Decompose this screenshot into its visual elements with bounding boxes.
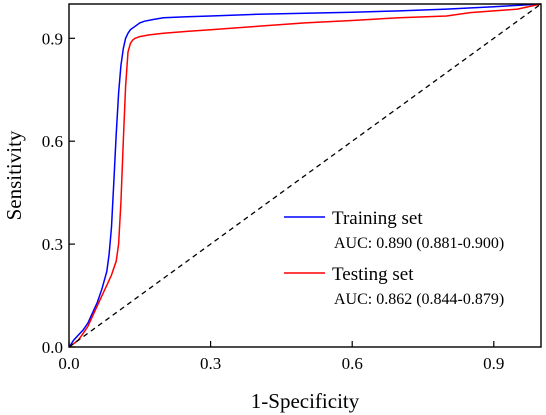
y-tick-label: 0.3 <box>42 235 63 254</box>
legend-auc-testing: AUC: 0.862 (0.844-0.879) <box>334 291 504 308</box>
x-tick-label: 0.0 <box>58 354 79 373</box>
curves <box>68 3 542 348</box>
reference-diagonal-line <box>68 3 542 348</box>
ticks: 0.0 0.3 0.6 0.9 0.0 0.3 0.6 0.9 <box>42 29 505 373</box>
y-axis-title: Sensitivity <box>2 130 26 220</box>
training-set-roc-curve <box>68 3 542 348</box>
testing-set-roc-curve <box>68 3 542 348</box>
y-tick-label: 0.6 <box>42 132 63 151</box>
legend-label-testing: Testing set <box>332 264 414 285</box>
legend-label-training: Training set <box>332 208 423 229</box>
y-tick-label: 0.9 <box>42 29 63 48</box>
x-tick-label: 0.6 <box>342 354 363 373</box>
legend-auc-training: AUC: 0.890 (0.881-0.900) <box>334 235 504 252</box>
legend: Training set AUC: 0.890 (0.881-0.900) Te… <box>284 208 504 308</box>
x-axis-title: 1-Specificity <box>251 389 360 413</box>
y-tick-label: 0.0 <box>42 338 63 357</box>
x-tick-label: 0.9 <box>483 354 504 373</box>
x-tick-label: 0.3 <box>200 354 221 373</box>
plot-frame <box>68 3 542 348</box>
